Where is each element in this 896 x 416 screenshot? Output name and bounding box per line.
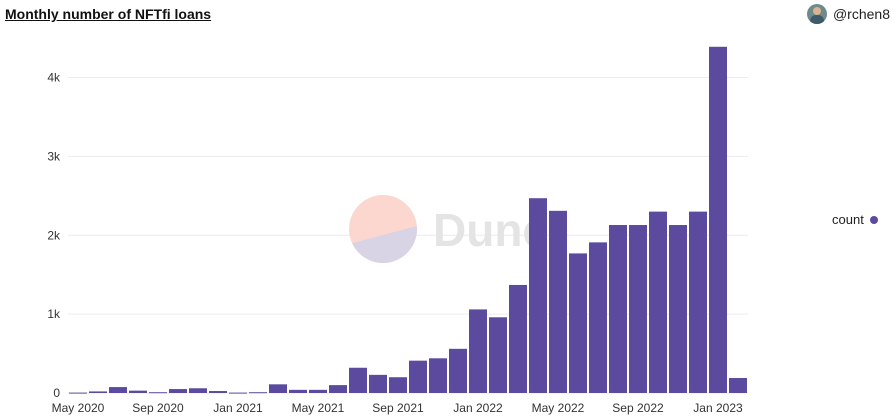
bar-sep-2022[interactable] xyxy=(629,225,647,393)
bar-may-2022[interactable] xyxy=(549,210,567,393)
chart-title[interactable]: Monthly number of NFTfi loans xyxy=(5,6,212,22)
bar-apr-2022[interactable] xyxy=(529,198,547,393)
author-username: @rchen8 xyxy=(832,6,890,22)
bar-aug-2022[interactable] xyxy=(609,225,627,393)
bar-jun-2020[interactable] xyxy=(89,391,107,393)
bar-jun-2022[interactable] xyxy=(569,253,587,393)
x-tick-label: May 2022 xyxy=(532,401,585,415)
bar-oct-2021[interactable] xyxy=(409,360,427,393)
x-tick-label: May 2020 xyxy=(52,401,105,415)
bar-sep-2020[interactable] xyxy=(149,392,167,394)
bar-may-2021[interactable] xyxy=(309,389,327,393)
bar-jul-2022[interactable] xyxy=(589,242,607,393)
bar-nov-2021[interactable] xyxy=(429,358,447,393)
author-badge[interactable]: @rchen8 xyxy=(806,4,890,24)
bar-may-2020[interactable] xyxy=(69,392,87,394)
bar-mar-2022[interactable] xyxy=(509,284,527,393)
x-tick-label: Jan 2021 xyxy=(213,401,263,415)
bar-jan-2021[interactable] xyxy=(229,392,247,394)
bar-mar-2021[interactable] xyxy=(269,384,287,393)
x-tick-label: May 2021 xyxy=(292,401,345,415)
y-tick-label: 3k xyxy=(47,149,61,163)
x-tick-label: Sep 2022 xyxy=(612,401,664,415)
bar-nov-2022[interactable] xyxy=(669,225,687,393)
y-tick-label: 4k xyxy=(47,71,61,85)
bar-feb-2022[interactable] xyxy=(489,317,507,393)
bar-sep-2021[interactable] xyxy=(389,377,407,393)
bar-jun-2021[interactable] xyxy=(329,385,347,393)
bar-aug-2020[interactable] xyxy=(129,390,147,393)
bar-apr-2021[interactable] xyxy=(289,389,307,393)
watermark-text: Dune xyxy=(433,204,548,256)
avatar-icon xyxy=(806,4,827,24)
x-tick-label: Jan 2022 xyxy=(453,401,503,415)
bar-nov-2020[interactable] xyxy=(189,388,207,393)
bar-jul-2020[interactable] xyxy=(109,387,127,393)
bar-dec-2021[interactable] xyxy=(449,348,467,393)
bar-feb-2023[interactable] xyxy=(729,378,747,393)
y-tick-label: 0 xyxy=(53,386,60,400)
dune-logo-icon xyxy=(349,195,417,263)
bar-dec-2020[interactable] xyxy=(209,391,227,393)
x-tick-label: Sep 2021 xyxy=(372,401,424,415)
bar-aug-2021[interactable] xyxy=(369,374,387,393)
bars xyxy=(69,46,747,394)
legend-item-count[interactable]: count xyxy=(832,212,878,227)
y-tick-label: 1k xyxy=(47,307,61,321)
legend-label: count xyxy=(832,212,864,227)
bar-jul-2021[interactable] xyxy=(349,367,367,393)
bar-oct-2020[interactable] xyxy=(169,389,187,393)
bar-dec-2022[interactable] xyxy=(689,211,707,393)
x-tick-label: Jan 2023 xyxy=(693,401,743,415)
bar-oct-2022[interactable] xyxy=(649,211,667,393)
bar-jan-2023[interactable] xyxy=(709,46,727,393)
watermark: Dune xyxy=(349,195,548,263)
y-tick-label: 2k xyxy=(47,228,61,242)
bar-feb-2021[interactable] xyxy=(249,392,267,394)
bar-jan-2022[interactable] xyxy=(469,309,487,393)
y-axis: 0 1k 2k 3k 4k xyxy=(47,71,61,400)
x-tick-label: Sep 2020 xyxy=(132,401,184,415)
legend-dot-icon xyxy=(869,215,878,224)
x-axis: May 2020 Sep 2020 Jan 2021 May 2021 Sep 2021… xyxy=(52,401,743,415)
